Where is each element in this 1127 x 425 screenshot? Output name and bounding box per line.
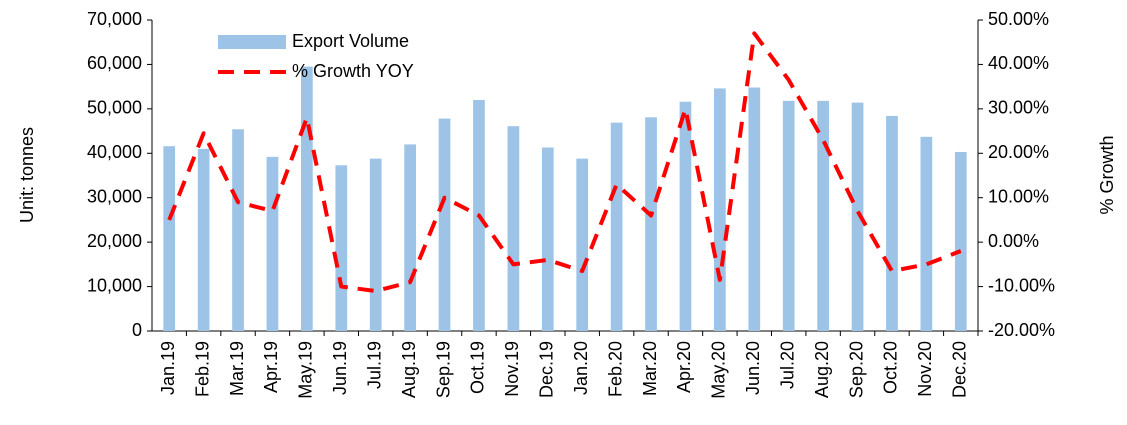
bar: [920, 136, 933, 331]
y2-tick-label: -10.00%: [988, 275, 1055, 295]
x-tick-label: Dec.20: [950, 341, 970, 398]
y-tick-label: 10,000: [87, 275, 142, 295]
y2-tick-label: 0.00%: [988, 231, 1039, 251]
bar: [886, 115, 898, 331]
bar: [782, 100, 795, 331]
bar: [266, 156, 279, 331]
y2-axis-title: % Growth: [1097, 135, 1117, 214]
bar: [438, 118, 451, 331]
bar: [507, 126, 520, 331]
bar: [610, 122, 623, 331]
x-tick-label: Apr.19: [261, 341, 281, 393]
bar: [954, 151, 967, 331]
bar: [714, 88, 726, 331]
x-tick-label: Jun.19: [330, 341, 350, 395]
bar: [851, 102, 864, 331]
bar: [404, 144, 416, 331]
x-tick-label: Sep.20: [846, 341, 866, 398]
legend-label: % Growth YOY: [292, 61, 414, 81]
x-tick-label: Feb.20: [605, 341, 625, 397]
x-tick-label: Jun.20: [743, 341, 763, 395]
bar: [301, 66, 313, 332]
x-tick-label: Oct.19: [468, 341, 488, 394]
bar: [679, 101, 692, 332]
line: [167, 31, 962, 294]
x-tick-label: Oct.20: [881, 341, 901, 394]
x-tick-label: Jul.20: [777, 341, 797, 389]
x-tick-label: Nov.20: [915, 341, 935, 397]
x-tick-label: Jul.19: [364, 341, 384, 389]
bar: [163, 146, 176, 331]
bar: [645, 117, 657, 331]
y2-tick-label: -20.00%: [988, 320, 1055, 340]
bar: [232, 129, 244, 331]
y-tick-label: 30,000: [87, 186, 142, 206]
bar: [541, 147, 554, 331]
legend-label: Export Volume: [292, 31, 409, 51]
y-tick-label: 40,000: [87, 142, 142, 162]
y-tick-label: 0: [132, 320, 142, 340]
y-tick-label: 70,000: [87, 9, 142, 29]
y2-tick-label: 50.00%: [988, 9, 1049, 29]
y2-tick-label: 40.00%: [988, 53, 1049, 73]
legend-swatch: [218, 35, 286, 49]
y-tick-label: 50,000: [87, 98, 142, 118]
x-tick-label: Apr.20: [674, 341, 694, 393]
bar: [576, 158, 589, 331]
bar: [197, 148, 210, 331]
x-tick-label: May.20: [709, 341, 729, 399]
x-tick-label: Dec.19: [537, 341, 557, 398]
bar: [335, 165, 348, 331]
y2-tick-label: 20.00%: [988, 142, 1049, 162]
y2-tick-label: 30.00%: [988, 98, 1049, 118]
x-tick-label: Aug.19: [399, 341, 419, 398]
bar: [369, 158, 382, 331]
y-tick-label: 60,000: [87, 53, 142, 73]
x-tick-label: Mar.20: [640, 341, 660, 396]
x-tick-label: May.19: [296, 341, 316, 399]
x-tick-label: Aug.20: [812, 341, 832, 398]
bar: [748, 87, 761, 331]
x-tick-label: Sep.19: [433, 341, 453, 398]
x-tick-label: Jan.20: [571, 341, 591, 395]
x-tick-label: Mar.19: [227, 341, 247, 396]
y-axis-title: Unit: tonnes: [17, 127, 37, 223]
bar: [817, 100, 829, 331]
x-tick-label: Feb.19: [192, 341, 212, 397]
x-tick-label: Jan.19: [158, 341, 178, 395]
y2-tick-label: 10.00%: [988, 186, 1049, 206]
x-tick-label: Nov.19: [502, 341, 522, 397]
y-tick-label: 20,000: [87, 231, 142, 251]
